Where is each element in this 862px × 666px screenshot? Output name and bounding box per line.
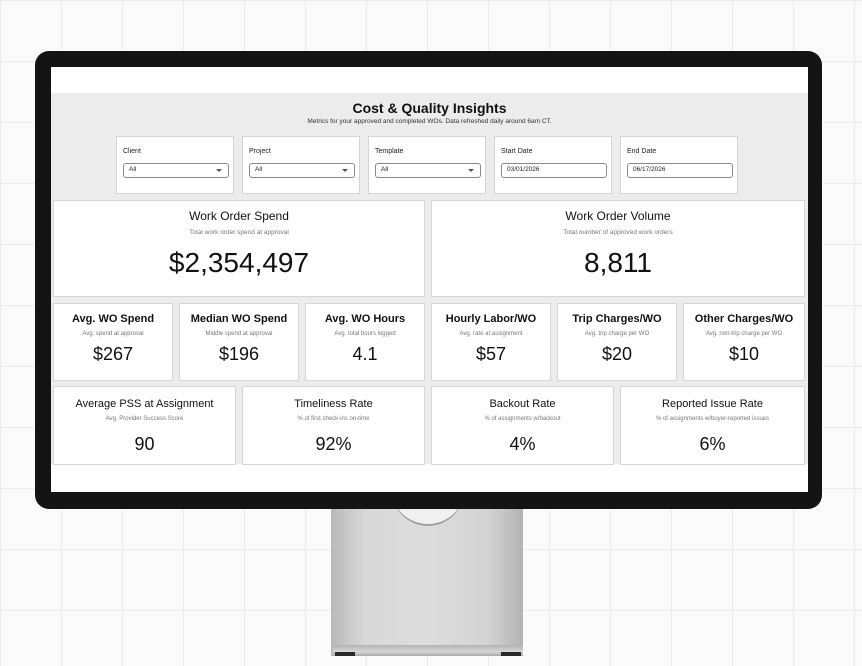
metric-value: $196: [218, 344, 260, 364]
metric-title: Average PSS at Assignment: [75, 398, 214, 410]
metric-value: 4.1: [352, 344, 378, 364]
template-select-value: All: [381, 166, 389, 173]
filter-project: Project All: [242, 136, 360, 194]
metric-value: 92%: [315, 434, 352, 454]
chevron-down-icon: [216, 169, 222, 172]
metric-card-work-order-volume: Work Order Volume Total number of approv…: [431, 200, 805, 297]
metric-subtitle: Avg. non-trip charge per WO: [705, 331, 783, 337]
end-date-value: 06/17/2026: [633, 166, 666, 173]
metric-card-avg-wo-hours: Avg. WO Hours Avg. total hours logged 4.…: [305, 303, 425, 381]
filter-template: Template All: [368, 136, 486, 194]
monitor-stand: [331, 506, 523, 656]
stand-foot-right: [501, 652, 521, 656]
metric-value: $2,354,497: [168, 247, 310, 278]
metric-subtitle: Avg. Provider Success Score: [105, 416, 184, 422]
metric-card-trip-charges: Trip Charges/WO Avg. trip charge per WO …: [557, 303, 677, 381]
metric-value: 4%: [509, 434, 536, 454]
dashboard-screen: Cost & Quality Insights Metrics for your…: [51, 67, 808, 492]
metric-title: Timeliness Rate: [294, 398, 373, 410]
metric-title: Trip Charges/WO: [572, 313, 662, 325]
metric-title: Work Order Spend: [189, 209, 289, 223]
project-select-value: All: [255, 166, 263, 173]
metric-title: Hourly Labor/WO: [445, 313, 537, 325]
metric-subtitle: Avg. rate at assignment: [459, 331, 523, 337]
stand-foot-left: [335, 652, 355, 656]
page-title: Cost & Quality Insights: [352, 100, 507, 116]
metric-value: $267: [92, 344, 134, 364]
project-select[interactable]: All: [249, 163, 355, 178]
metric-value: $10: [728, 344, 760, 364]
client-select[interactable]: All: [123, 163, 229, 178]
metric-subtitle: Middle spend at approval: [205, 331, 273, 337]
metric-subtitle: Avg. total hours logged: [334, 331, 396, 337]
metric-value: $20: [601, 344, 633, 364]
metric-subtitle: Total number of approved work orders: [563, 229, 673, 236]
metric-subtitle: % of assignments w/buyer-reported issues: [655, 416, 770, 422]
metric-card-average-pss: Average PSS at Assignment Avg. Provider …: [53, 386, 236, 465]
monitor-stand-foot: [333, 645, 523, 656]
filter-start-date: Start Date 03/01/2026: [494, 136, 612, 194]
filter-end-date: End Date 06/17/2026: [620, 136, 738, 194]
metric-subtitle: Avg. spend at approval: [82, 331, 144, 337]
metric-card-work-order-spend: Work Order Spend Total work order spend …: [53, 200, 425, 297]
filter-label-project: Project: [249, 148, 271, 155]
metric-title: Backout Rate: [489, 398, 556, 410]
metric-title: Work Order Volume: [565, 209, 671, 223]
metric-subtitle: Total work order spend at approval: [189, 229, 289, 236]
metric-value: 8,811: [584, 247, 652, 278]
filter-label-start-date: Start Date: [501, 148, 533, 155]
client-select-value: All: [129, 166, 137, 173]
metric-card-other-charges: Other Charges/WO Avg. non-trip charge pe…: [683, 303, 805, 381]
metric-title: Median WO Spend: [190, 313, 288, 325]
metric-value: 6%: [699, 434, 726, 454]
metric-subtitle: % of assignments w/backout: [484, 416, 561, 422]
start-date-value: 03/01/2026: [507, 166, 540, 173]
chevron-down-icon: [342, 169, 348, 172]
metric-card-backout-rate: Backout Rate % of assignments w/backout …: [431, 386, 614, 465]
page-subtitle: Metrics for your approved and completed …: [307, 118, 552, 125]
start-date-input[interactable]: 03/01/2026: [501, 163, 607, 178]
metric-title: Reported Issue Rate: [662, 398, 763, 410]
filter-label-end-date: End Date: [627, 148, 657, 155]
metric-title: Avg. WO Spend: [71, 313, 155, 325]
metric-title: Avg. WO Hours: [324, 313, 406, 325]
metric-subtitle: % of first check-ins on-time: [297, 416, 370, 422]
metric-card-avg-wo-spend: Avg. WO Spend Avg. spend at approval $26…: [53, 303, 173, 381]
metric-card-median-wo-spend: Median WO Spend Middle spend at approval…: [179, 303, 299, 381]
filter-label-client: Client: [123, 148, 141, 155]
monitor: Cost & Quality Insights Metrics for your…: [35, 51, 822, 509]
metric-value: $57: [475, 344, 507, 364]
filter-label-template: Template: [375, 148, 404, 155]
metric-card-timeliness-rate: Timeliness Rate % of first check-ins on-…: [242, 386, 425, 465]
metric-value: 90: [134, 434, 155, 454]
metric-title: Other Charges/WO: [694, 313, 794, 325]
template-select[interactable]: All: [375, 163, 481, 178]
metric-subtitle: Avg. trip charge per WO: [584, 331, 650, 337]
metric-card-reported-issue-rate: Reported Issue Rate % of assignments w/b…: [620, 386, 805, 465]
metric-card-hourly-labor: Hourly Labor/WO Avg. rate at assignment …: [431, 303, 551, 381]
chevron-down-icon: [468, 169, 474, 172]
end-date-input[interactable]: 06/17/2026: [627, 163, 733, 178]
filter-client: Client All: [116, 136, 234, 194]
